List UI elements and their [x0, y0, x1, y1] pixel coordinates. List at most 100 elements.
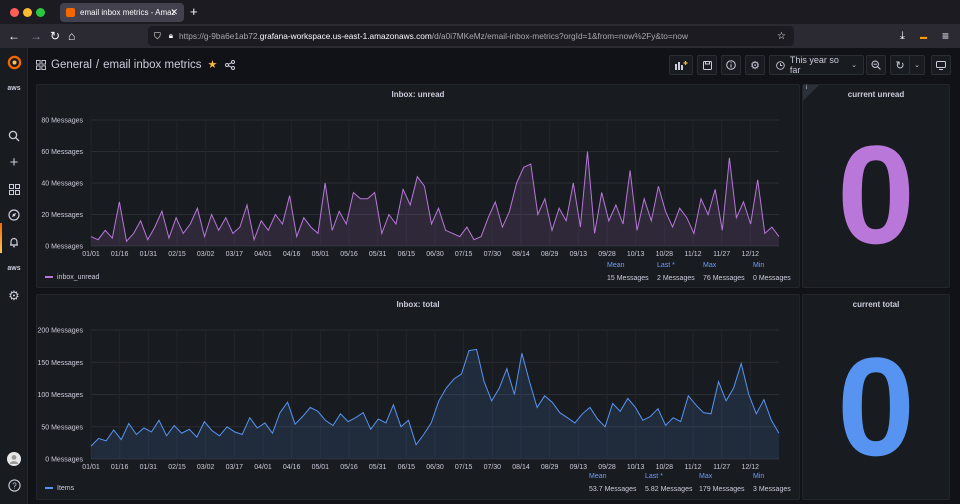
new-tab-button[interactable]: + — [190, 4, 198, 19]
stat-header-mean[interactable]: Mean — [589, 473, 607, 480]
x-tick-label: 01/01 — [82, 251, 100, 258]
x-tick-label: 05/16 — [340, 464, 358, 471]
home-button[interactable]: ⌂ — [68, 29, 76, 43]
x-tick-label: 06/15 — [398, 464, 416, 471]
unread-chart[interactable]: 0 Messages 20 Messages 40 Messages 60 Messa… — [37, 103, 801, 275]
panel-title[interactable]: Inbox: total — [396, 300, 440, 309]
panel-current-unread[interactable]: i current unread 0 — [802, 84, 950, 288]
breadcrumb-folder[interactable]: General — [51, 58, 92, 71]
y-tick-label: 20 Messages — [41, 212, 83, 219]
x-tick-label: 05/01 — [312, 464, 330, 471]
stat-header-max[interactable]: Max — [699, 473, 713, 480]
legend-label: Items — [57, 485, 75, 492]
search-icon[interactable] — [6, 128, 22, 144]
zoom-out-button[interactable] — [866, 55, 886, 75]
y-tick-label: 50 Messages — [41, 424, 83, 431]
x-tick-label: 07/15 — [455, 464, 473, 471]
stat-header-last[interactable]: Last * — [657, 262, 675, 269]
breadcrumb: General / email inbox metrics ★ — [36, 58, 236, 71]
page-title[interactable]: email inbox metrics — [103, 58, 202, 71]
panel-title[interactable]: Inbox: unread — [391, 90, 445, 99]
add-panel-button[interactable] — [669, 55, 693, 75]
x-tick-label: 01/16 — [111, 464, 129, 471]
aws-extension-icon[interactable]: ▬ — [920, 34, 927, 41]
stat-header-mean[interactable]: Mean — [607, 262, 625, 269]
stat-header-last[interactable]: Last * — [645, 473, 663, 480]
dashboards-icon — [36, 59, 46, 70]
help-icon[interactable]: ? — [6, 477, 22, 493]
panel-current-total[interactable]: current total 0 — [802, 294, 950, 500]
aws-icon[interactable]: aws — [7, 264, 21, 272]
info-icon[interactable]: i — [806, 85, 808, 91]
legend-swatch — [45, 487, 53, 490]
share-icon[interactable] — [225, 59, 236, 70]
tab-title: email inbox metrics - Amazon Managed Gra… — [80, 8, 175, 17]
reload-button[interactable]: ↻ — [50, 29, 61, 43]
address-bar[interactable]: ⛉ 🔒︎ https://g-9ba6e1ab72. grafana-worksp… — [148, 26, 794, 46]
chevron-down-icon: ⌄ — [914, 62, 920, 69]
dashboards-icon[interactable] — [6, 181, 22, 197]
x-tick-label: 08/29 — [541, 251, 559, 258]
url-path: /d/a0i7MKeMz/email-inbox-metrics?orgId=1… — [431, 31, 688, 41]
grafana-logo-icon[interactable] — [6, 54, 22, 70]
panel-inbox-total[interactable]: Inbox: total 0 Messages 50 Messages 100 Me… — [36, 294, 800, 500]
panel-title[interactable]: current total — [852, 300, 900, 309]
dashboard-toolbar: General / email inbox metrics ★ ⚙ This y… — [28, 48, 960, 84]
refresh-interval-dropdown[interactable]: ⌄ — [909, 55, 925, 75]
dashboard-settings-button[interactable]: ⚙ — [745, 55, 765, 75]
close-tab-icon[interactable]: ✕ — [170, 7, 178, 17]
stat-last: 2 Messages — [657, 275, 695, 282]
zoom-window-button[interactable] — [36, 8, 45, 17]
series-line — [90, 348, 780, 447]
stat-min: 0 Messages — [753, 275, 791, 282]
x-tick-label: 02/15 — [168, 464, 186, 471]
forward-button[interactable]: → — [30, 29, 42, 43]
stat-header-min[interactable]: Min — [753, 473, 765, 480]
save-dashboard-button[interactable] — [697, 55, 717, 75]
stat-value: 0 — [837, 328, 915, 485]
x-tick-label: 06/15 — [398, 251, 416, 258]
back-button[interactable]: ← — [8, 29, 20, 43]
y-tick-label: 80 Messages — [41, 118, 83, 125]
y-tick-label: 150 Messages — [37, 360, 83, 367]
gear-icon: ⚙ — [750, 59, 760, 72]
aws-icon[interactable]: aws — [7, 84, 21, 92]
tv-mode-button[interactable] — [931, 55, 951, 75]
x-tick-label: 04/01 — [254, 464, 272, 471]
stat-header-min[interactable]: Min — [753, 262, 765, 269]
downloads-icon[interactable]: ⤓ — [900, 30, 905, 42]
shield-icon[interactable]: ⛉ — [154, 30, 161, 41]
x-tick-label: 02/15 — [168, 251, 186, 258]
explore-icon[interactable] — [6, 207, 22, 223]
total-chart[interactable]: 0 Messages 50 Messages 100 Messages 150 Mes… — [37, 313, 801, 487]
menu-icon[interactable]: ≡ — [942, 29, 950, 43]
series-area — [91, 349, 779, 459]
x-tick-label: 10/13 — [627, 464, 645, 471]
plus-icon[interactable]: + — [9, 153, 19, 171]
minimize-window-button[interactable] — [23, 8, 32, 17]
stat-header-max[interactable]: Max — [703, 262, 717, 269]
panel-title[interactable]: current unread — [847, 90, 905, 99]
series-area — [91, 151, 779, 246]
x-tick-label: 11/12 — [685, 251, 702, 258]
x-tick-label: 09/28 — [598, 251, 616, 258]
bookmark-star-icon[interactable]: ☆ — [777, 30, 786, 42]
browser-tab[interactable]: email inbox metrics - Amazon Managed Gra… — [60, 3, 184, 22]
avatar[interactable] — [6, 451, 22, 467]
x-tick-label: 01/01 — [82, 464, 100, 471]
gear-icon[interactable]: ⚙ — [8, 288, 20, 303]
y-tick-label: 40 Messages — [41, 181, 83, 188]
legend-item[interactable]: inbox_unread — [45, 274, 99, 281]
star-icon[interactable]: ★ — [207, 59, 218, 71]
panel-info-corner[interactable] — [803, 85, 819, 101]
x-tick-label: 12/12 — [742, 251, 760, 258]
dashboard-info-button[interactable] — [721, 55, 741, 75]
close-window-button[interactable] — [10, 8, 19, 17]
legend-item[interactable]: Items — [45, 485, 74, 492]
panel-inbox-unread[interactable]: Inbox: unread 0 Messages 20 Messages 40 Me… — [36, 84, 800, 288]
refresh-button[interactable]: ↻ — [890, 55, 910, 75]
alerting-icon[interactable] — [6, 234, 22, 250]
time-picker-button[interactable]: This year so far ⌄ — [769, 55, 864, 75]
grafana-sidebar: aws + aws ⚙ ? — [0, 48, 28, 504]
lock-icon[interactable]: 🔒︎ — [168, 31, 174, 40]
